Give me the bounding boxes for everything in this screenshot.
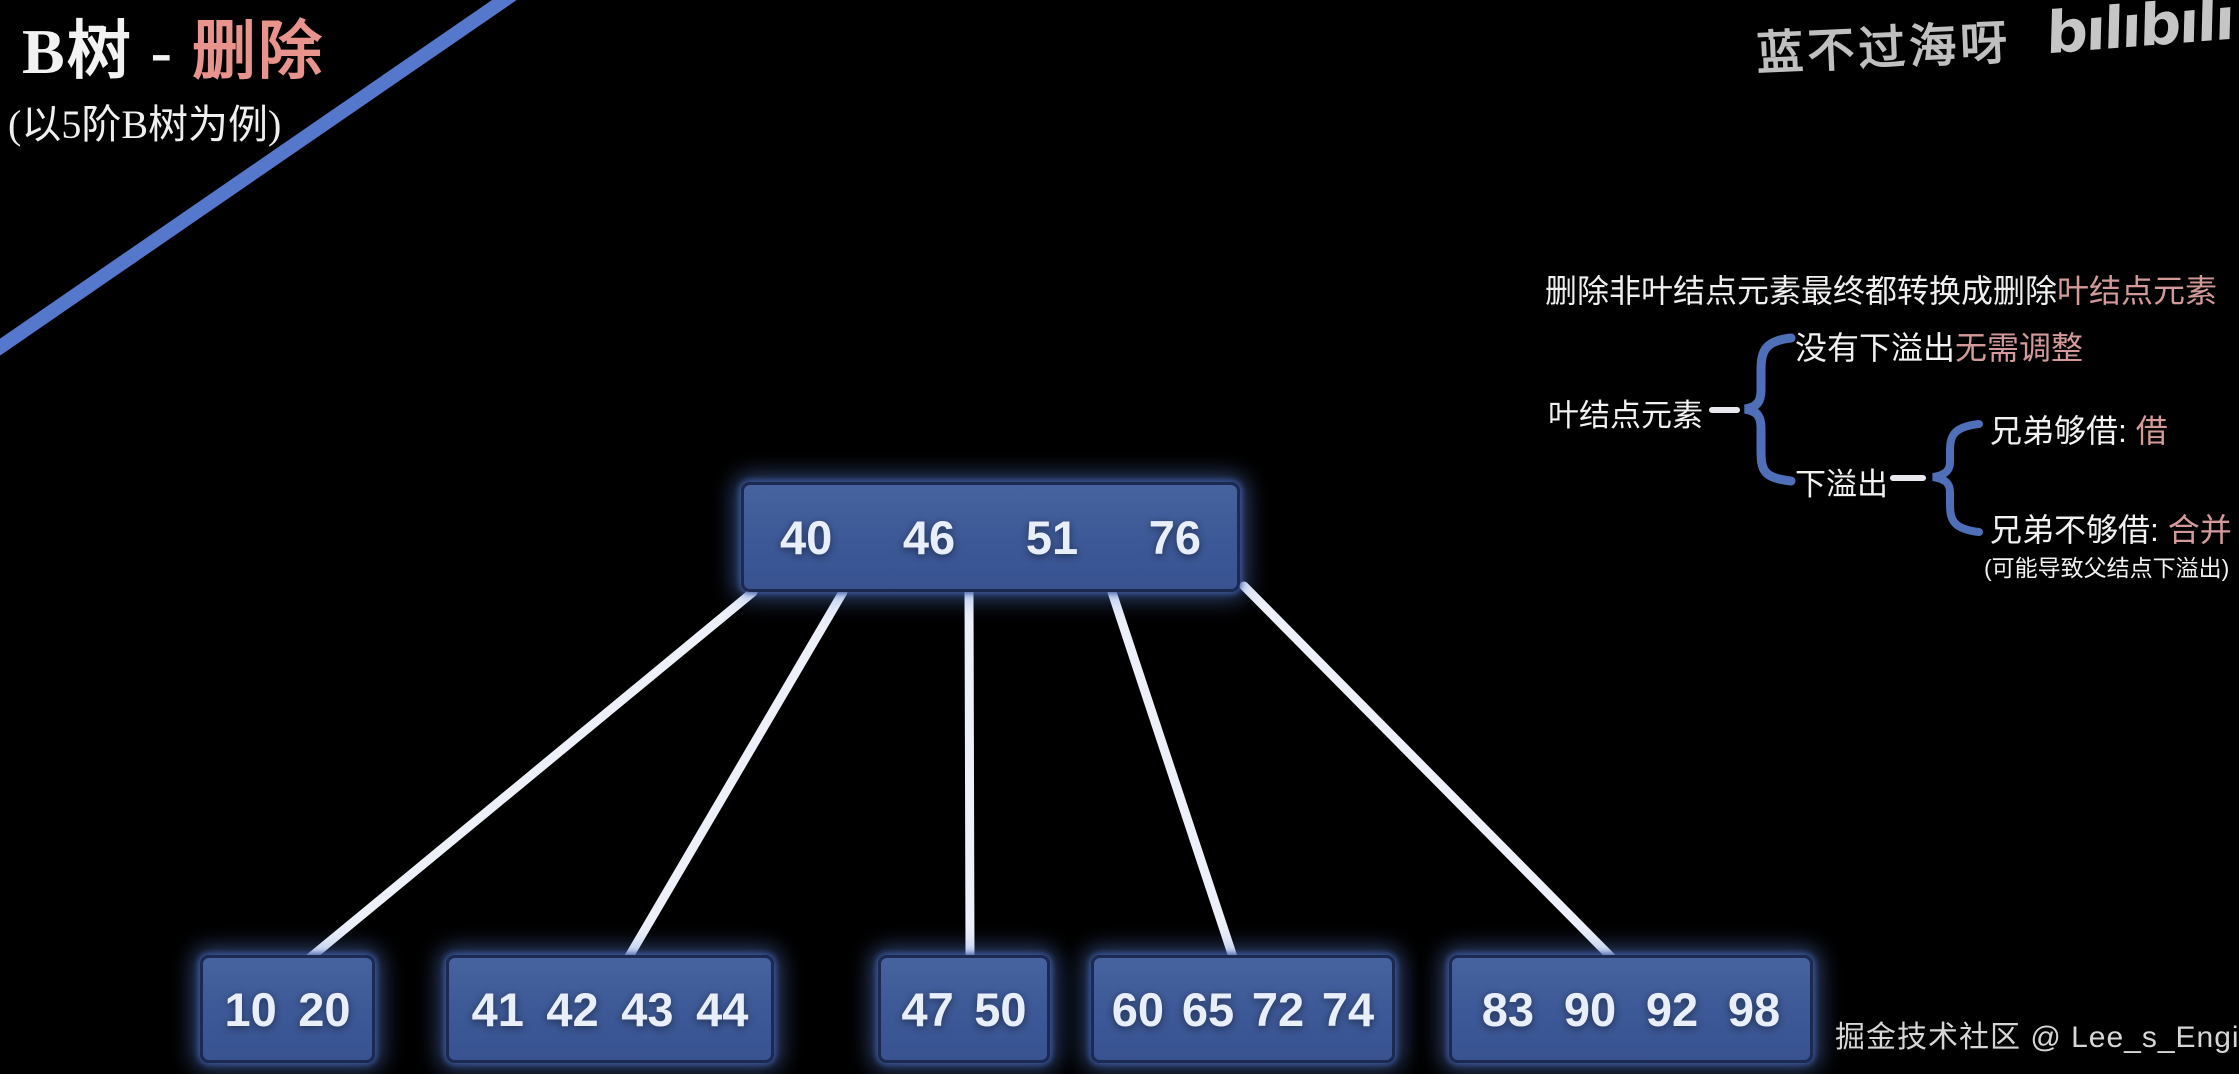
- heading-normal: 删除非叶结点元素最终都转换成删除: [1545, 273, 2058, 309]
- root-key: 76: [1148, 510, 1201, 564]
- root-key: 46: [902, 510, 956, 564]
- leaf-key: 98: [1727, 982, 1781, 1036]
- label-sibling-can-lend: 兄弟够借: 借: [1990, 406, 2168, 452]
- leaf-key: 60: [1111, 982, 1165, 1036]
- label-merge-note: (可能导致父结点下溢出): [1984, 555, 2230, 581]
- label-underflow: 下溢出: [1795, 467, 1888, 502]
- page-title: B树 - 删除: [22, 0, 324, 92]
- edge-root-to-child-4: [1107, 587, 1238, 962]
- label-leaf-node-element: 叶结点元素: [1548, 398, 1703, 433]
- leaf-key: 92: [1645, 982, 1699, 1036]
- btree-leaf-node-3: 47 50: [878, 955, 1050, 1063]
- bilibili-logo: bılıbılı: [2045, 0, 2234, 68]
- leaf-key: 72: [1251, 982, 1305, 1036]
- page-title-main: B树 -: [22, 16, 192, 87]
- leaf-key: 44: [696, 982, 749, 1036]
- root-key: 51: [1025, 510, 1079, 564]
- btree-leaf-node-5: 83 90 92 98: [1449, 955, 1813, 1063]
- leaf-key: 10: [224, 982, 277, 1036]
- edge-root-to-child-5: [1239, 581, 1629, 975]
- edge-root-to-child-3: [964, 587, 975, 963]
- no-underflow-accent: 无需调整: [1955, 330, 2084, 366]
- edge-root-to-child-1: [295, 587, 758, 971]
- outline-brace-inner: [1932, 420, 1983, 536]
- root-key: 40: [780, 510, 833, 564]
- leaf-key: 90: [1563, 982, 1617, 1036]
- btree-leaf-node-1: 10 20: [200, 955, 375, 1063]
- edge-root-to-child-2: [622, 587, 848, 965]
- credit-line: 掘金技术社区 @ Lee_s_Engineer: [1835, 1021, 2239, 1054]
- merge-accent: 合并: [2167, 512, 2232, 548]
- leaf-key: 47: [901, 982, 954, 1036]
- decorative-diagonal-line: [0, 0, 517, 356]
- borrow-accent: 借: [2135, 413, 2168, 449]
- outline-brace-outer: [1744, 333, 1796, 486]
- leaf-key: 41: [471, 982, 524, 1036]
- label-sibling-cannot-lend: 兄弟不够借: 合并: [1990, 505, 2232, 551]
- leaf-key: 83: [1481, 982, 1535, 1036]
- deletion-rule-heading: 删除非叶结点元素最终都转换成删除叶结点元素: [1545, 266, 2217, 312]
- heading-accent: 叶结点元素: [2057, 273, 2218, 309]
- leaf-key: 74: [1321, 982, 1375, 1036]
- uploader-name: 蓝不过海呀: [1754, 15, 2012, 80]
- borrow-normal: 兄弟够借:: [1990, 413, 2136, 449]
- leaf-key: 42: [546, 982, 599, 1036]
- label-no-underflow: 没有下溢出无需调整: [1795, 323, 2083, 369]
- no-underflow-normal: 没有下溢出: [1795, 330, 1956, 366]
- leaf-key: 65: [1181, 982, 1235, 1036]
- leaf-key: 50: [974, 982, 1027, 1036]
- page-title-accent: 删除: [192, 16, 324, 87]
- btree-root-node: 40 46 51 76: [741, 482, 1240, 592]
- leaf-key: 20: [298, 982, 351, 1036]
- leaf-key: 43: [621, 982, 674, 1036]
- btree-leaf-node-2: 41 42 43 44: [446, 955, 774, 1063]
- page-subtitle: (以5阶B树为例): [8, 102, 282, 147]
- merge-normal: 兄弟不够借:: [1990, 512, 2168, 548]
- btree-leaf-node-4: 60 65 72 74: [1091, 955, 1395, 1063]
